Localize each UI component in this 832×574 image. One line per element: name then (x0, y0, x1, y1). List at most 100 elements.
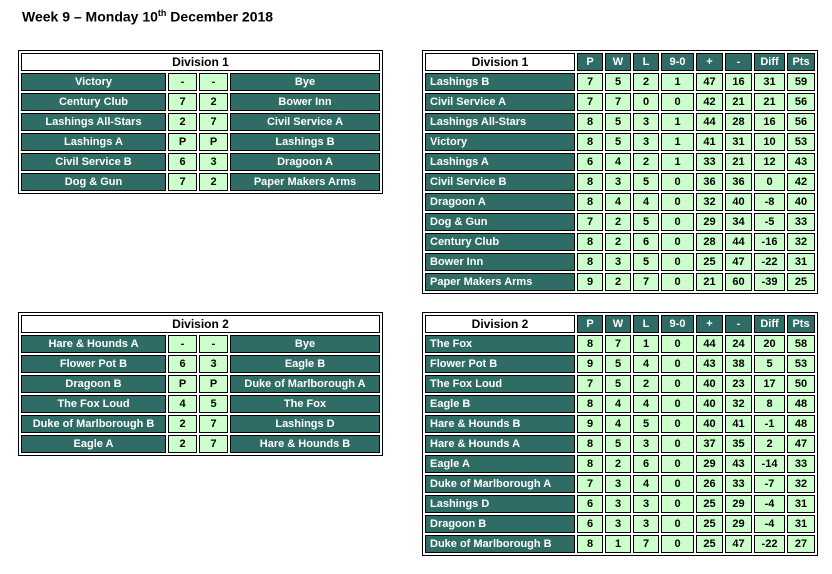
stat-nine-nil-cell: 0 (661, 375, 694, 393)
stat-points-cell: 58 (787, 335, 815, 353)
column-header-nine-nil: 9-0 (661, 53, 694, 71)
stat-legs-for-cell: 42 (696, 93, 723, 111)
stat-diff-cell: 12 (754, 153, 785, 171)
stat-won-cell: 3 (605, 495, 631, 513)
stat-lost-cell: 6 (633, 233, 659, 251)
stat-lost-cell: 7 (633, 273, 659, 291)
away-score-cell: - (199, 335, 228, 353)
stat-diff-cell: 0 (754, 173, 785, 191)
standings-row: Civil Service B 8 3 5 0 36 36 0 42 (425, 173, 815, 191)
stat-points-cell: 47 (787, 435, 815, 453)
stat-nine-nil-cell: 0 (661, 173, 694, 191)
stat-played-cell: 6 (577, 495, 603, 513)
team-name-cell: Duke of Marlborough A (425, 475, 575, 493)
stat-played-cell: 7 (577, 93, 603, 111)
division-2-results-table: Division 2 Hare & Hounds A - - Bye Flower Po… (18, 312, 383, 456)
stat-lost-cell: 0 (633, 93, 659, 111)
stat-won-cell: 2 (605, 273, 631, 291)
stat-points-cell: 59 (787, 73, 815, 91)
standings-row: Victory 8 5 3 1 41 31 10 53 (425, 133, 815, 151)
stat-points-cell: 43 (787, 153, 815, 171)
fixture-row: Flower Pot B 6 3 Eagle B (21, 355, 380, 373)
stat-legs-for-cell: 40 (696, 375, 723, 393)
standings-row: Dog & Gun 7 2 5 0 29 34 -5 33 (425, 213, 815, 231)
fixture-row: Duke of Marlborough B 2 7 Lashings D (21, 415, 380, 433)
stat-won-cell: 4 (605, 193, 631, 211)
standings-row: Century Club 8 2 6 0 28 44 -16 32 (425, 233, 815, 251)
stat-won-cell: 2 (605, 455, 631, 473)
stat-lost-cell: 4 (633, 475, 659, 493)
stat-legs-for-cell: 44 (696, 335, 723, 353)
column-header-points: Pts (787, 315, 815, 333)
stat-lost-cell: 1 (633, 335, 659, 353)
stat-won-cell: 5 (605, 375, 631, 393)
stat-points-cell: 27 (787, 535, 815, 553)
away-team-cell: Bower Inn (230, 93, 380, 111)
fixture-row: Century Club 7 2 Bower Inn (21, 93, 380, 111)
stat-played-cell: 6 (577, 153, 603, 171)
away-score-cell: P (199, 375, 228, 393)
stat-lost-cell: 5 (633, 213, 659, 231)
stat-diff-cell: -22 (754, 535, 785, 553)
away-score-cell: 2 (199, 93, 228, 111)
home-score-cell: - (168, 335, 197, 353)
standings-row: Dragoon B 6 3 3 0 25 29 -4 31 (425, 515, 815, 533)
team-name-cell: Civil Service A (425, 93, 575, 111)
stat-legs-against-cell: 44 (725, 233, 752, 251)
stat-nine-nil-cell: 0 (661, 335, 694, 353)
stat-won-cell: 2 (605, 233, 631, 251)
team-name-cell: Dog & Gun (425, 213, 575, 231)
stat-legs-for-cell: 25 (696, 495, 723, 513)
stat-legs-against-cell: 43 (725, 455, 752, 473)
away-team-cell: Duke of Marlborough A (230, 375, 380, 393)
stat-played-cell: 8 (577, 335, 603, 353)
stat-diff-cell: 20 (754, 335, 785, 353)
column-header-legs-for: + (696, 315, 723, 333)
stat-played-cell: 8 (577, 395, 603, 413)
column-header-played: P (577, 53, 603, 71)
stat-legs-for-cell: 32 (696, 193, 723, 211)
results-header-row: Division 2 (21, 315, 380, 333)
team-name-cell: Victory (425, 133, 575, 151)
stat-lost-cell: 5 (633, 253, 659, 271)
home-score-cell: 2 (168, 113, 197, 131)
stat-played-cell: 8 (577, 113, 603, 131)
away-team-cell: Eagle B (230, 355, 380, 373)
division-2-standings-table: Division 2 P W L 9-0 + - Diff Pts The Fox 8 7 1 0 44… (422, 312, 818, 556)
division-2-results-title: Division 2 (21, 315, 380, 333)
home-team-cell: Lashings All-Stars (21, 113, 166, 131)
stat-won-cell: 5 (605, 435, 631, 453)
stat-diff-cell: -14 (754, 455, 785, 473)
stat-nine-nil-cell: 0 (661, 495, 694, 513)
stat-lost-cell: 6 (633, 455, 659, 473)
standings-row: Hare & Hounds B 9 4 5 0 40 41 -1 48 (425, 415, 815, 433)
home-score-cell: P (168, 375, 197, 393)
home-team-cell: Eagle A (21, 435, 166, 453)
standings-row: Lashings A 6 4 2 1 33 21 12 43 (425, 153, 815, 171)
away-team-cell: Dragoon A (230, 153, 380, 171)
home-score-cell: 7 (168, 173, 197, 191)
stat-legs-for-cell: 40 (696, 395, 723, 413)
home-score-cell: 6 (168, 153, 197, 171)
stat-legs-against-cell: 28 (725, 113, 752, 131)
stat-nine-nil-cell: 0 (661, 253, 694, 271)
stat-legs-against-cell: 16 (725, 73, 752, 91)
home-team-cell: Flower Pot B (21, 355, 166, 373)
standings-row: Paper Makers Arms 9 2 7 0 21 60 -39 25 (425, 273, 815, 291)
home-team-cell: Dragoon B (21, 375, 166, 393)
division-1-results-table: Division 1 Victory - - Bye Century Club 7 2 Bow… (18, 50, 383, 194)
stat-diff-cell: -39 (754, 273, 785, 291)
stat-lost-cell: 3 (633, 515, 659, 533)
team-name-cell: Civil Service B (425, 173, 575, 191)
stat-points-cell: 32 (787, 475, 815, 493)
stat-won-cell: 3 (605, 173, 631, 191)
away-score-cell: - (199, 73, 228, 91)
stat-diff-cell: 16 (754, 113, 785, 131)
column-header-points: Pts (787, 53, 815, 71)
stat-points-cell: 56 (787, 113, 815, 131)
stat-legs-against-cell: 32 (725, 395, 752, 413)
home-score-cell: 4 (168, 395, 197, 413)
stat-points-cell: 40 (787, 193, 815, 211)
column-header-legs-against: - (725, 315, 752, 333)
